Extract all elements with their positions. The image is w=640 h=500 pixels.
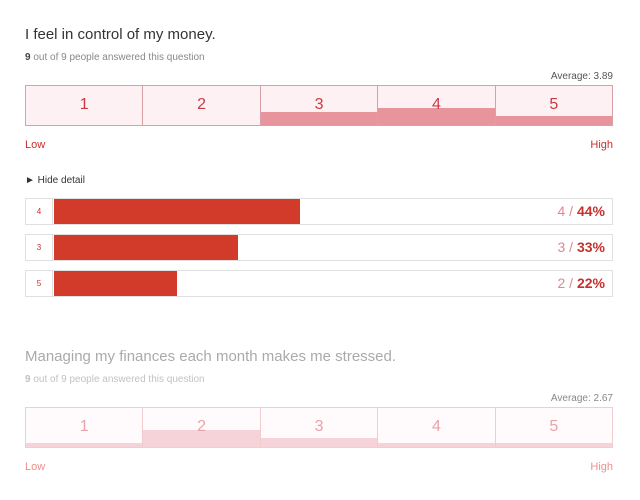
detail-rating-key: 5 (26, 271, 53, 296)
scale-low-label: Low (25, 139, 46, 151)
answered-text: out of 9 people answered this question (30, 374, 205, 385)
scale-label: 3 (314, 418, 324, 435)
scale-label: 5 (549, 96, 559, 113)
answered-count: 9 (25, 52, 31, 63)
detail-percent: 33% (576, 239, 605, 255)
detail-percent: 22% (576, 275, 605, 291)
scale-option-4[interactable]: 4 (378, 408, 496, 447)
detail-separator: / (565, 239, 577, 255)
scale-label: 3 (314, 96, 324, 113)
detail-rating-key: 3 (26, 235, 53, 260)
detail-value: 3 / 33% (558, 239, 606, 255)
scale-option-2[interactable]: 2 (143, 408, 261, 447)
scale-fill (378, 443, 495, 447)
answered-summary: 9 out of 9 people answered this question (25, 374, 205, 385)
detail-count: 2 (557, 275, 566, 291)
detail-bar (54, 235, 238, 260)
answered-count: 9 (25, 374, 31, 385)
detail-percent: 44% (576, 203, 605, 219)
scale-fill (26, 443, 143, 447)
scale-label: 1 (79, 96, 89, 113)
scale-option-3[interactable]: 3 (260, 86, 379, 125)
scale-low-label: Low (25, 461, 46, 473)
scale-label: 2 (197, 96, 207, 113)
scale-option-3[interactable]: 3 (260, 408, 379, 447)
scale-label: 4 (431, 96, 441, 113)
detail-row: 4 4 / 44% (25, 198, 613, 225)
detail-row: 3 3 / 33% (25, 234, 613, 261)
question-title: I feel in control of my money. (25, 26, 216, 43)
detail-value: 4 / 44% (558, 203, 606, 219)
detail-rating-key: 4 (26, 199, 53, 224)
question-title: Managing my finances each month makes me… (25, 348, 397, 365)
scale-fill (260, 112, 378, 125)
detail-separator: / (565, 275, 577, 291)
detail-count: 4 (557, 203, 566, 219)
scale-option-1[interactable]: 1 (26, 86, 144, 125)
scale-fill (260, 438, 378, 447)
scale-high-label: High (590, 461, 613, 473)
average-score: Average: 3.89 (550, 71, 613, 82)
rating-scale: 1 2 3 4 5 (25, 407, 613, 448)
scale-high-label: High (590, 139, 613, 151)
scale-option-1[interactable]: 1 (26, 408, 144, 447)
scale-option-4[interactable]: 4 (378, 86, 496, 125)
scale-option-2[interactable]: 2 (143, 86, 261, 125)
rating-scale: 1 2 3 4 5 (25, 85, 613, 126)
detail-value: 2 / 22% (558, 275, 606, 291)
scale-fill (495, 443, 613, 447)
detail-bar-list: 4 4 / 44% 3 3 / 33% 5 2 / 22% (25, 198, 613, 306)
answered-summary: 9 out of 9 people answered this question (25, 52, 205, 63)
scale-option-5[interactable]: 5 (495, 408, 613, 447)
average-score: Average: 2.67 (550, 393, 613, 404)
scale-option-5[interactable]: 5 (495, 86, 613, 125)
scale-label: 4 (431, 418, 441, 435)
detail-count: 3 (557, 239, 566, 255)
scale-label: 5 (549, 418, 559, 435)
detail-bar (54, 199, 300, 224)
scale-fill (143, 430, 260, 447)
scale-fill (495, 116, 613, 125)
detail-row: 5 2 / 22% (25, 270, 613, 297)
scale-fill (378, 108, 495, 125)
scale-label: 1 (79, 418, 89, 435)
detail-bar (54, 271, 177, 296)
answered-text: out of 9 people answered this question (30, 52, 205, 63)
detail-separator: / (565, 203, 577, 219)
hide-detail-toggle[interactable]: ► Hide detail (25, 175, 85, 186)
scale-label: 2 (197, 418, 207, 435)
